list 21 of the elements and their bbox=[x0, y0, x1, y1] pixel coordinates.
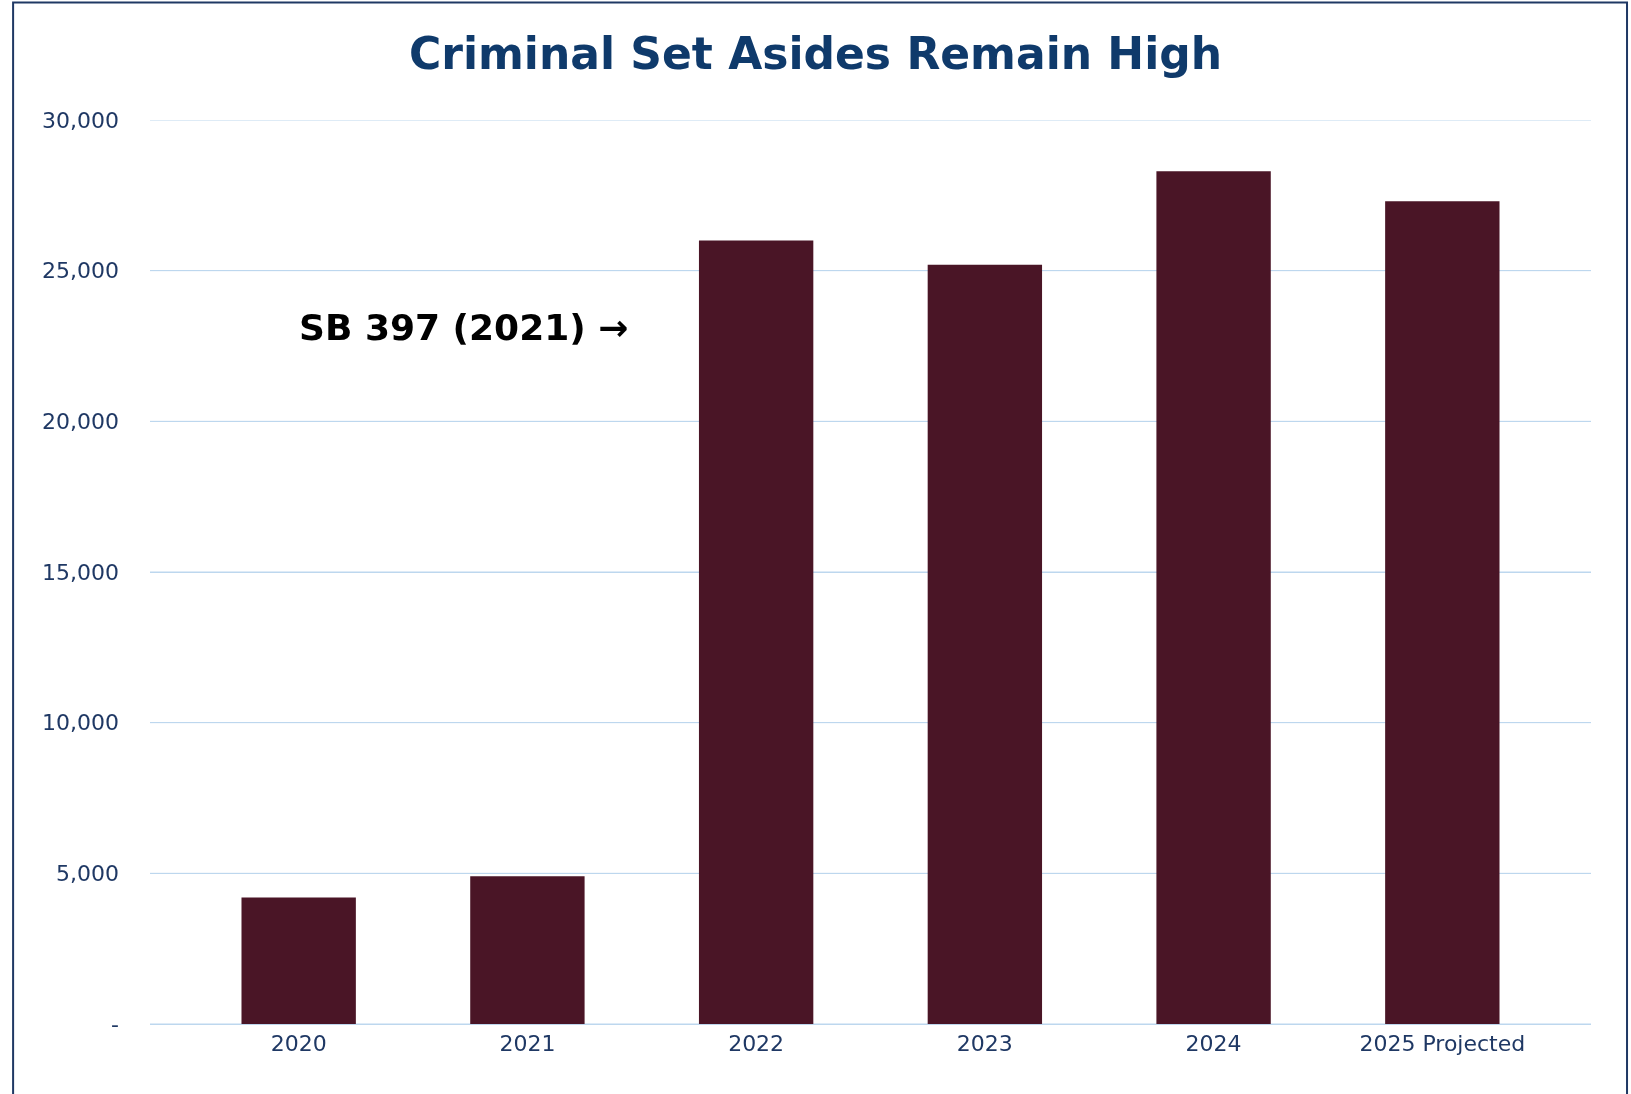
x-tick-label: 2025 Projected bbox=[1359, 1031, 1526, 1057]
bar bbox=[927, 264, 1043, 1024]
x-tick-label: 2023 bbox=[956, 1031, 1013, 1057]
bar bbox=[1385, 201, 1500, 1024]
x-tick-label: 2024 bbox=[1185, 1031, 1242, 1057]
y-tick-label: 5,000 bbox=[56, 861, 119, 887]
annotation: SB 397 (2021) → bbox=[299, 307, 629, 348]
bar bbox=[470, 876, 585, 1024]
y-tick-label: 25,000 bbox=[42, 258, 119, 284]
bar bbox=[698, 240, 814, 1024]
y-tick-label: 30,000 bbox=[42, 107, 119, 133]
y-tick-label: 10,000 bbox=[42, 710, 119, 736]
x-tick-label: 2020 bbox=[270, 1031, 327, 1057]
chart-title: Criminal Set Asides Remain High bbox=[408, 28, 1223, 80]
y-tick-label: - bbox=[111, 1011, 119, 1037]
x-tick-label: 2022 bbox=[728, 1031, 785, 1057]
x-tick-label: 2021 bbox=[499, 1031, 556, 1057]
y-tick-label: 15,000 bbox=[42, 559, 119, 585]
y-tick-label: 20,000 bbox=[42, 409, 119, 435]
bar bbox=[241, 897, 356, 1024]
bar bbox=[1156, 171, 1271, 1024]
